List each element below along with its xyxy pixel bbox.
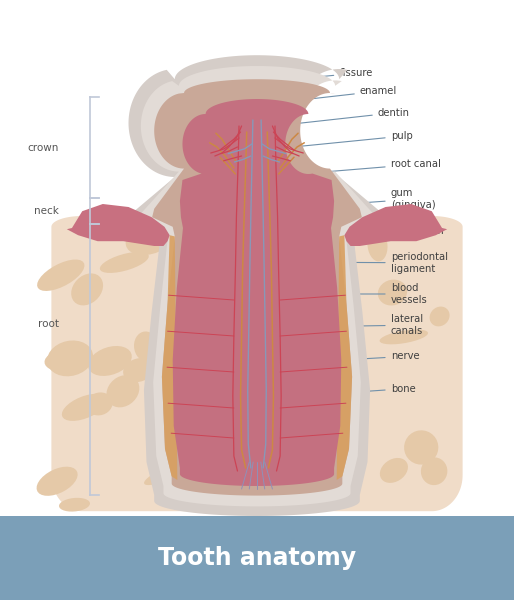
Polygon shape bbox=[37, 260, 84, 291]
Text: dentin: dentin bbox=[288, 108, 410, 124]
Polygon shape bbox=[430, 307, 450, 326]
Polygon shape bbox=[139, 66, 375, 506]
Polygon shape bbox=[225, 476, 260, 506]
Polygon shape bbox=[36, 467, 78, 496]
Polygon shape bbox=[67, 204, 170, 246]
Polygon shape bbox=[126, 55, 388, 516]
Text: bone: bone bbox=[301, 384, 415, 396]
Polygon shape bbox=[236, 458, 266, 479]
Text: pulp: pulp bbox=[296, 131, 412, 147]
Polygon shape bbox=[173, 99, 341, 486]
Polygon shape bbox=[162, 235, 177, 480]
Text: cementum: cementum bbox=[306, 226, 444, 236]
Text: blood
vessels: blood vessels bbox=[306, 283, 427, 305]
Text: fissure: fissure bbox=[260, 68, 373, 83]
Text: neck: neck bbox=[34, 206, 59, 216]
Text: crown: crown bbox=[28, 143, 59, 152]
Polygon shape bbox=[51, 216, 463, 511]
Polygon shape bbox=[62, 394, 107, 421]
Polygon shape bbox=[71, 274, 103, 305]
Polygon shape bbox=[125, 220, 176, 255]
Polygon shape bbox=[404, 430, 438, 464]
Text: lateral
canals: lateral canals bbox=[298, 314, 423, 336]
Polygon shape bbox=[134, 331, 159, 362]
Polygon shape bbox=[368, 229, 388, 262]
Polygon shape bbox=[86, 392, 113, 415]
Text: enamel: enamel bbox=[275, 86, 397, 103]
Polygon shape bbox=[88, 346, 132, 376]
Polygon shape bbox=[106, 375, 139, 407]
Polygon shape bbox=[123, 358, 154, 382]
Polygon shape bbox=[100, 252, 149, 273]
Polygon shape bbox=[69, 397, 101, 416]
Polygon shape bbox=[421, 457, 447, 485]
FancyBboxPatch shape bbox=[0, 516, 514, 600]
Text: Tooth anatomy: Tooth anatomy bbox=[158, 546, 356, 570]
Polygon shape bbox=[380, 458, 408, 483]
Text: root canal: root canal bbox=[302, 160, 440, 174]
Polygon shape bbox=[45, 349, 87, 372]
Polygon shape bbox=[337, 235, 352, 480]
Text: root: root bbox=[38, 319, 59, 329]
Text: gum
(gingiva): gum (gingiva) bbox=[306, 188, 435, 210]
Polygon shape bbox=[59, 498, 90, 512]
Text: periodontal
ligament: periodontal ligament bbox=[306, 252, 448, 274]
Polygon shape bbox=[47, 340, 93, 376]
Text: nerve: nerve bbox=[293, 352, 419, 363]
Polygon shape bbox=[378, 280, 407, 305]
Polygon shape bbox=[380, 329, 428, 344]
Polygon shape bbox=[344, 204, 447, 246]
Polygon shape bbox=[152, 79, 362, 496]
Polygon shape bbox=[144, 461, 191, 485]
